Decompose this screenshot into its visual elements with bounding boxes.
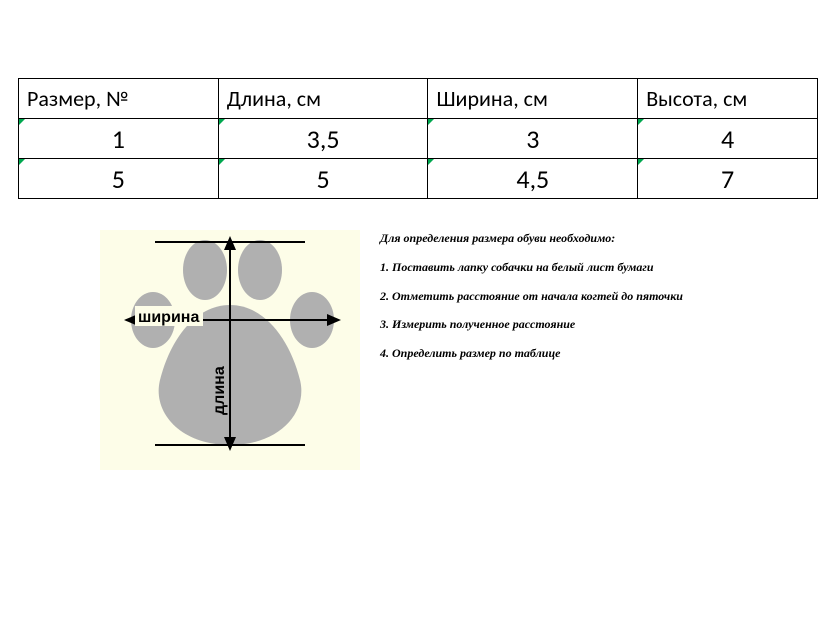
col-size: Размер, № <box>19 79 219 119</box>
cell: 4 <box>638 119 818 159</box>
length-label: длина <box>211 366 228 415</box>
cell: 5 <box>218 159 428 199</box>
size-table: Размер, № Длина, см Ширина, см Высота, с… <box>18 78 818 199</box>
cell: 7 <box>638 159 818 199</box>
width-label: ширина <box>138 309 199 326</box>
cell: 1 <box>19 119 219 159</box>
instruction-step: 4. Определить размер по таблице <box>380 345 683 362</box>
col-height: Высота, см <box>638 79 818 119</box>
instruction-step: 3. Измерить полученное расстояние <box>380 316 683 333</box>
cell: 3,5 <box>218 119 428 159</box>
paw-icon: ширина длина <box>100 230 360 470</box>
instructions-title: Для определения размера обуви необходимо… <box>380 230 683 247</box>
cell: 5 <box>19 159 219 199</box>
instruction-step: 2. Отметить расстояние от начала когтей … <box>380 288 683 305</box>
col-length: Длина, см <box>218 79 428 119</box>
table-header-row: Размер, № Длина, см Ширина, см Высота, с… <box>19 79 818 119</box>
col-width: Ширина, см <box>428 79 638 119</box>
cell: 4,5 <box>428 159 638 199</box>
table-row: 5 5 4,5 7 <box>19 159 818 199</box>
instruction-step: 1. Поставить лапку собачки на белый лист… <box>380 259 683 276</box>
cell: 3 <box>428 119 638 159</box>
paw-diagram: ширина длина <box>100 230 360 470</box>
instructions-block: Для определения размера обуви необходимо… <box>360 230 683 470</box>
table-row: 1 3,5 3 4 <box>19 119 818 159</box>
